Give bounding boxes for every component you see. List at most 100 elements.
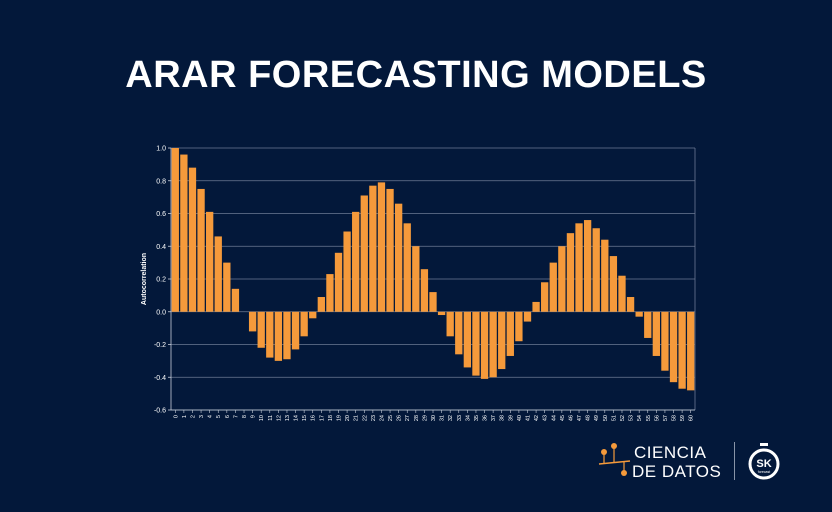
x-tick-label: 42: [534, 415, 540, 421]
x-tick-label: 51: [611, 415, 617, 421]
x-tick-label: 30: [431, 415, 437, 421]
x-tick-label: 60: [689, 415, 695, 421]
x-tick-label: 31: [440, 415, 446, 421]
bar-lag-14: [291, 311, 300, 350]
bar-lag-7: [231, 288, 240, 312]
bar-lag-51: [609, 256, 618, 312]
bar-lag-40: [515, 311, 523, 342]
x-tick-label: 29: [422, 415, 428, 421]
bar-lag-30: [429, 292, 437, 312]
bar-lag-57: [661, 311, 669, 371]
bar-lag-23: [369, 185, 377, 312]
x-tick-label: 6: [225, 415, 231, 418]
x-tick-label: 45: [560, 415, 566, 421]
sk-forecast-stopwatch-icon: SK forecast: [748, 443, 780, 480]
bar-lag-26: [394, 203, 403, 312]
x-tick-label: 48: [586, 415, 592, 421]
x-tick-label: 36: [483, 415, 489, 421]
bar-lag-60: [687, 311, 695, 391]
x-tick-label: 37: [491, 415, 497, 421]
bar-lag-50: [601, 239, 609, 312]
x-tick-label: 3: [199, 415, 205, 418]
bar-lag-33: [455, 311, 463, 355]
bar-lag-28: [412, 246, 420, 312]
x-tick-label: 57: [663, 415, 669, 421]
x-tick-label: 18: [328, 415, 334, 421]
x-tick-label: 2: [190, 415, 196, 418]
x-tick-label: 46: [568, 415, 574, 421]
x-tick-label: 52: [620, 415, 626, 421]
bar-lag-44: [549, 262, 557, 312]
x-tick-label: 54: [637, 415, 643, 421]
bar-lag-0: [171, 148, 179, 312]
x-tick-label: 40: [517, 415, 523, 421]
y-tick-label: 0.2: [156, 277, 166, 284]
bar-lag-9: [248, 311, 257, 332]
x-tick-label: 38: [500, 415, 506, 421]
x-tick-label: 22: [362, 415, 368, 421]
bar-lag-58: [669, 311, 678, 383]
logo-line1: CIENCIA: [634, 443, 707, 462]
bar-lag-21: [352, 211, 360, 312]
x-tick-label: 50: [603, 415, 609, 421]
x-tick-label: 26: [397, 415, 403, 421]
y-tick-label: 0.4: [156, 244, 166, 251]
bar-lag-31: [437, 311, 446, 316]
bar-lag-43: [541, 282, 549, 312]
x-tick-label: 20: [345, 415, 351, 421]
bar-lag-34: [463, 311, 472, 368]
y-tick-label: 0.8: [156, 178, 166, 185]
logo-scale-icon: [598, 443, 631, 476]
bar-lag-3: [197, 188, 205, 312]
x-tick-label: 47: [577, 415, 583, 421]
bar-lag-24: [377, 182, 386, 312]
x-tick-label: 49: [594, 415, 600, 421]
bar-lag-16: [309, 311, 317, 319]
bar-lag-29: [420, 269, 429, 312]
y-tick-label: 0.0: [156, 309, 166, 316]
bar-lag-6: [223, 262, 231, 312]
logo-badge: SK: [756, 458, 771, 470]
bar-lag-4: [206, 211, 214, 312]
bar-lag-37: [489, 311, 497, 378]
bar-lag-56: [652, 311, 660, 356]
bar-lag-42: [532, 301, 540, 312]
x-tick-label: 39: [508, 415, 514, 421]
x-tick-label: 56: [654, 415, 660, 421]
bar-lag-1: [180, 154, 188, 312]
x-tick-label: 43: [543, 415, 549, 421]
logo-badge-sub: forecast: [758, 470, 770, 474]
bar-lag-48: [583, 220, 592, 312]
logo-line2: DE DATOS: [632, 462, 722, 481]
x-tick-label: 17: [319, 415, 325, 421]
bar-lag-11: [266, 311, 274, 358]
bar-lag-25: [386, 188, 394, 312]
x-tick-label: 41: [525, 415, 531, 421]
bar-lag-46: [566, 233, 575, 312]
bar-lag-49: [592, 228, 600, 312]
y-tick-label: -0.2: [154, 342, 166, 349]
bar-lag-12: [274, 311, 283, 361]
x-tick-label: 12: [276, 415, 282, 421]
x-tick-label: 9: [251, 415, 257, 418]
x-tick-label: 13: [285, 415, 291, 421]
bar-lag-32: [446, 311, 454, 337]
x-tick-label: 11: [268, 415, 274, 421]
bar-lag-13: [283, 311, 291, 360]
x-tick-label: 8: [242, 415, 248, 418]
x-tick-label: 0: [173, 415, 179, 418]
logo-divider: [734, 442, 735, 480]
bar-lag-55: [644, 311, 652, 338]
bar-lag-47: [575, 223, 583, 312]
x-tick-label: 34: [465, 415, 471, 421]
bar-lag-39: [506, 311, 514, 356]
x-tick-label: 7: [233, 415, 239, 418]
x-tick-label: 44: [551, 415, 557, 421]
x-tick-label: 15: [302, 415, 308, 421]
x-tick-label: 19: [337, 415, 343, 421]
page-title: ARAR FORECASTING MODELS: [125, 54, 707, 96]
x-tick-label: 21: [354, 415, 360, 421]
bar-lag-22: [360, 195, 368, 312]
bar-lag-10: [257, 311, 265, 348]
